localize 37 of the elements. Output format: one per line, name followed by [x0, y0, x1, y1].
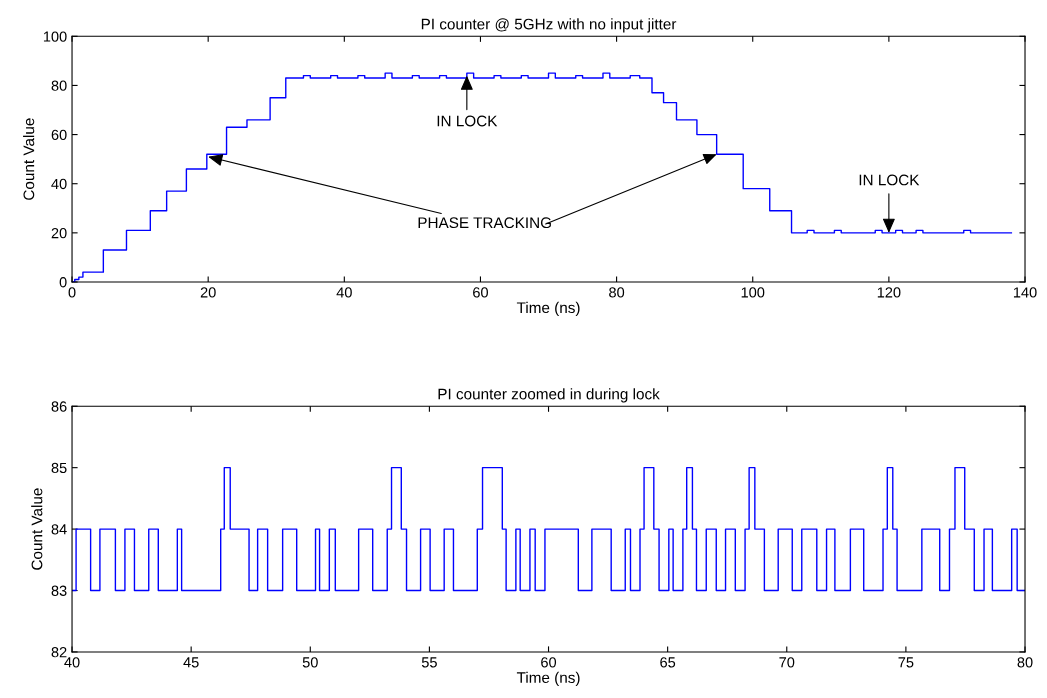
y-tick-label: 84: [51, 524, 67, 535]
x-tick-label: 100: [741, 287, 765, 298]
x-tick-label: 50: [302, 657, 318, 668]
x-axis-title: Time (ns): [516, 301, 580, 317]
y-tick-label: 60: [51, 129, 67, 140]
y-axis-title: Count Value: [31, 488, 43, 570]
annotation: PHASE TRACKING: [418, 217, 551, 229]
x-tick-label: 45: [183, 657, 199, 668]
annotation: IN LOCK: [437, 115, 498, 127]
x-tick-label: 70: [779, 657, 795, 668]
x-tick-label: 120: [877, 287, 901, 298]
x-tick-label: 60: [541, 657, 557, 668]
x-tick-label: 55: [421, 657, 437, 668]
chart-title: PI counter zoomed in during lock: [438, 388, 660, 403]
y-tick-label: 40: [51, 178, 67, 190]
y-tick-label: 85: [51, 462, 67, 474]
y-axis-title: Count Value: [23, 118, 35, 200]
y-tick-label: 82: [51, 647, 67, 658]
y-tick-label: 80: [51, 80, 67, 91]
x-tick-label: 80: [609, 287, 625, 298]
x-tick-label: 20: [200, 287, 216, 298]
y-tick-label: 0: [59, 277, 67, 288]
annotation: IN LOCK: [859, 174, 920, 186]
x-tick-label: 40: [64, 657, 80, 668]
x-tick-label: 140: [1013, 287, 1037, 298]
y-tick-label: 20: [51, 227, 67, 239]
x-tick-label: 0: [68, 287, 76, 298]
x-tick-label: 80: [1017, 657, 1033, 668]
x-tick-label: 60: [473, 287, 488, 298]
x-tick-label: 40: [336, 287, 352, 298]
x-tick-label: 65: [660, 657, 676, 668]
y-tick-label: 83: [51, 585, 67, 596]
x-axis-title: Time (ns): [516, 671, 580, 687]
chart-title: PI counter @ 5GHz with no input jitter: [421, 18, 677, 33]
y-tick-label: 100: [43, 31, 67, 42]
x-tick-label: 75: [898, 657, 914, 668]
y-tick-label: 86: [51, 401, 67, 412]
